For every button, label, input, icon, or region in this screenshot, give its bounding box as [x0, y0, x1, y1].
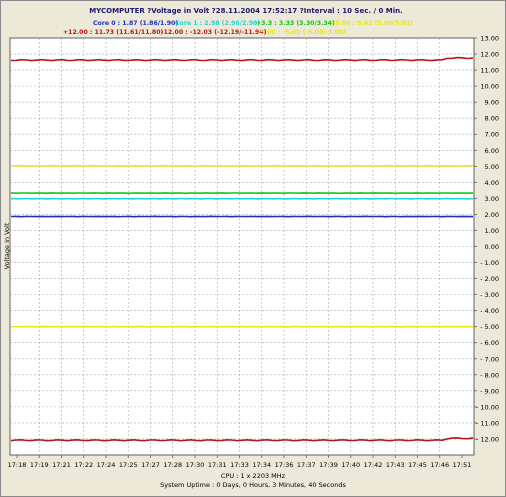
legend: Core 0 : 1.87 (1.86/1.90)Core 1 : 2.98 (…: [63, 20, 413, 36]
y-tick-label: 13.00: [480, 35, 499, 43]
chart-title: MYCOMPUTER ?Voltage in Volt ?28.11.2004 …: [89, 7, 403, 15]
x-tick-label: 17:31: [208, 461, 227, 469]
y-tick-label: 8.00: [485, 115, 499, 123]
y-tick-label: 2.00: [485, 211, 499, 219]
y-axis-label: Voltage in Volt: [3, 222, 11, 269]
legend-entry: -5.00 : -5.00 (-5.00/-5.00): [258, 29, 346, 36]
x-tick-labels: 17:18 17:19 17:21 17:22 17:24 17:25 17:27 17:28…: [8, 461, 472, 469]
x-tick-label: 17:33: [230, 461, 249, 469]
y-tick-label: 4.00: [485, 179, 499, 187]
y-tick-label: 0.00: [485, 243, 499, 251]
x-tick-label: 17:21: [52, 461, 71, 469]
y-tick-label: - 5.00: [480, 323, 499, 331]
x-tick-label: 17:37: [297, 461, 316, 469]
legend-entry: +5.00 : 5.03 (5.00/5.03): [330, 20, 413, 27]
x-tick-label: 17:18: [8, 461, 27, 469]
series-line: [10, 437, 474, 442]
x-tick-label: 17:30: [186, 461, 205, 469]
y-tick-label: - 9.00: [480, 387, 499, 395]
x-tick-label: 17:24: [97, 461, 116, 469]
uptime-label: System Uptime : 0 Days, 0 Hours, 3 Minut…: [160, 481, 346, 489]
legend-entry: Core 1 : 2.98 (2.96/2.98): [175, 20, 260, 27]
x-tick-label: 17:43: [386, 461, 405, 469]
cpu-info-label: CPU : 1 x 2203 MHz: [221, 472, 286, 480]
y-tick-label: 10.00: [480, 83, 499, 91]
y-tick-label: - 2.00: [480, 275, 499, 283]
y-tick-label: - 1.00: [480, 259, 499, 267]
y-tick-label: - 8.00: [480, 371, 499, 379]
legend-entry: Core 0 : 1.87 (1.86/1.90): [93, 20, 178, 27]
legend-entry: -12.00 : -12.03 (-12.19/-11.94): [161, 29, 267, 36]
series-line: [10, 56, 474, 62]
series-lines: [10, 56, 474, 442]
y-tick-label: 7.00: [485, 131, 499, 139]
y-tick-label: 12.00: [480, 51, 499, 59]
x-tick-label: 17:51: [453, 461, 472, 469]
x-tick-label: 17:22: [74, 461, 93, 469]
y-tick-label: 6.00: [485, 147, 499, 155]
legend-entry: +3.3 : 3.33 (3.30/3.34): [256, 20, 335, 27]
y-tick-label: 1.00: [485, 227, 499, 235]
x-tick-label: 17:34: [252, 461, 271, 469]
y-tick-label: - 3.00: [480, 291, 499, 299]
y-tick-label: 5.00: [485, 163, 499, 171]
x-tick-label: 17:42: [364, 461, 383, 469]
x-tick-label: 17:46: [430, 461, 449, 469]
x-tick-label: 17:39: [319, 461, 338, 469]
y-tick-label: - 10.00: [476, 403, 499, 411]
y-tick-label: 11.00: [480, 67, 499, 75]
y-tick-label: - 6.00: [480, 339, 499, 347]
x-tick-label: 17:28: [163, 461, 182, 469]
y-tick-label: - 7.00: [480, 355, 499, 363]
legend-entry: +12.00 : 11.73 (11.61/11.80): [63, 29, 163, 36]
x-tick-label: 17:19: [30, 461, 49, 469]
x-tick-label: 17:36: [275, 461, 294, 469]
y-tick-labels: 13.00 12.00 11.00 10.00 9.00 8.00 7.00 6.00 5.00…: [476, 35, 499, 444]
x-tick-label: 17:45: [408, 461, 427, 469]
y-tick-label: 9.00: [485, 99, 499, 107]
x-tick-label: 17:25: [119, 461, 138, 469]
x-tick-label: 17:40: [341, 461, 360, 469]
y-tick-label: - 4.00: [480, 307, 499, 315]
y-tick-label: 3.00: [485, 195, 499, 203]
y-tick-label: - 11.00: [476, 419, 499, 427]
x-tick-label: 17:27: [141, 461, 160, 469]
y-tick-label: - 12.00: [476, 435, 499, 443]
